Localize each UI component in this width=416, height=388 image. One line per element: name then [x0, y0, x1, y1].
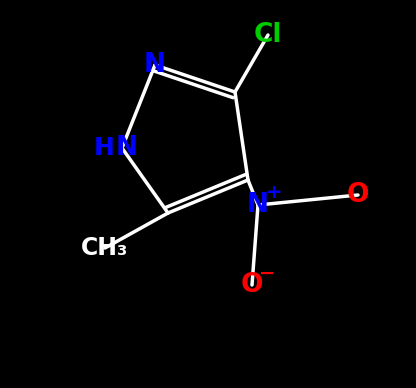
Text: −: − [259, 263, 275, 282]
Text: Cl: Cl [254, 22, 282, 48]
Text: O: O [347, 182, 369, 208]
Text: N: N [116, 135, 138, 161]
Text: O: O [241, 272, 263, 298]
Text: +: + [266, 184, 282, 203]
Text: CH₃: CH₃ [82, 236, 129, 260]
Text: N: N [247, 192, 269, 218]
Text: H: H [94, 136, 114, 160]
Text: N: N [144, 52, 166, 78]
